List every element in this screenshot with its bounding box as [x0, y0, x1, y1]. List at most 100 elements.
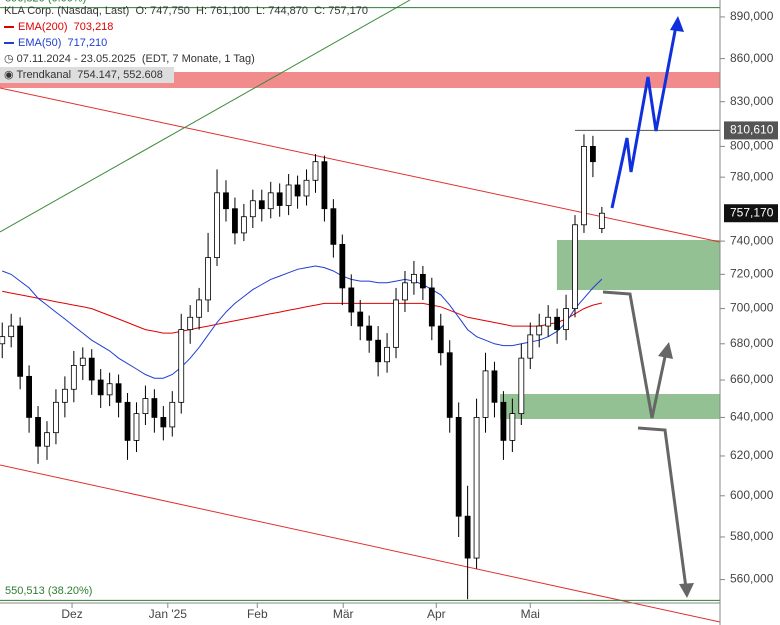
- y-tick-label: 640,000: [730, 410, 774, 424]
- candle-body: [437, 325, 444, 354]
- legend-value: 703,218: [73, 21, 114, 33]
- candle-body: [545, 316, 552, 327]
- candle-body: [70, 365, 77, 390]
- legend-value: 717,210: [67, 37, 108, 49]
- quote-name: C:: [314, 5, 326, 17]
- candle-body: [187, 316, 194, 330]
- x-tick-label: Jan '25: [149, 607, 188, 621]
- ema-line: [2, 265, 603, 379]
- candle-body: [133, 413, 140, 441]
- candle-body: [160, 417, 167, 428]
- y-tick-label: 600,000: [730, 488, 774, 502]
- quote-name: O:: [135, 5, 148, 17]
- candle-body: [509, 413, 516, 441]
- candle-body: [115, 383, 122, 403]
- y-tick-label: 660,000: [730, 372, 774, 386]
- level-label: 550,513 (38.20%): [5, 585, 92, 597]
- support-zone: [500, 394, 720, 419]
- title: KLA Corp. (Nasdaq, Last): [4, 5, 130, 17]
- quote-value: 761,100: [210, 5, 250, 17]
- quote: O: 747,750 H: 761,100 L: 744,870 C: 757,…: [135, 5, 374, 17]
- quote-name: L:: [256, 5, 266, 17]
- candle-body: [357, 311, 364, 327]
- candle-body: [536, 325, 543, 336]
- candle-body: [106, 383, 113, 396]
- period: (EDT, 7 Monate, 1 Tag): [141, 53, 255, 65]
- candle-body: [61, 388, 68, 403]
- plot: 896,820 (0.00%) 550,513 (38.20%): [0, 0, 720, 601]
- trend-line: [0, 0, 411, 233]
- candle-body: [491, 370, 498, 403]
- candle-body: [223, 192, 229, 210]
- price-tag-label: 810,610: [730, 123, 774, 137]
- candle-body: [393, 299, 399, 348]
- y-tick-label: 700,000: [730, 301, 774, 315]
- candle-body: [384, 346, 390, 363]
- x-tick-label: Dez: [61, 607, 82, 621]
- date-range: 07.11.2024 - 23.05.2025: [16, 53, 136, 65]
- candle-body: [330, 208, 337, 245]
- candle-body: [205, 257, 211, 301]
- candle-body: [554, 316, 561, 330]
- price-tag-label: 757,170: [730, 205, 774, 219]
- candle-body: [232, 208, 238, 234]
- candle-body: [500, 401, 507, 441]
- candle-body: [178, 329, 185, 403]
- candle-body: [518, 357, 525, 415]
- quote-value: 747,750: [150, 5, 190, 17]
- candle-body: [572, 224, 578, 309]
- candle-body: [598, 212, 605, 229]
- candle-body: [473, 417, 480, 559]
- y-tick-label: 830,000: [730, 94, 774, 108]
- trend-name: Trendkanal: [16, 69, 72, 81]
- y-tick-label: 800,000: [730, 139, 774, 153]
- legend-name: EMA(50): [18, 37, 62, 49]
- x-tick-label: Feb: [247, 607, 268, 621]
- legend-swatch: [4, 26, 14, 29]
- candle-body: [303, 179, 310, 197]
- legend-row: EMA(50) 717,210: [4, 35, 374, 51]
- candle-body: [151, 398, 158, 418]
- projection-arrow: [610, 25, 678, 209]
- quote-value: 757,170: [328, 5, 368, 17]
- y-tick-label: 580,000: [730, 529, 774, 543]
- price-tag: [724, 204, 778, 223]
- y-tick-label: 560,000: [730, 572, 774, 586]
- trend-label: 754.147, 552.608: [77, 69, 163, 81]
- trend-line: [0, 464, 721, 623]
- legend-swatch: [4, 42, 14, 45]
- candle-body: [402, 282, 408, 301]
- candle-body: [411, 273, 417, 284]
- candle-body: [339, 243, 346, 289]
- candle-body: [482, 370, 489, 418]
- candle-body: [321, 161, 328, 210]
- arrow-head: [670, 16, 684, 32]
- legend: KLA Corp. (Nasdaq, Last) O: 747,750 H: 7…: [0, 3, 374, 83]
- candle-body: [88, 357, 95, 381]
- candle-body: [240, 216, 247, 234]
- candle-body: [142, 398, 149, 415]
- candle-body: [258, 200, 265, 210]
- y-tick-label: 720,000: [730, 267, 774, 281]
- ema-line: [2, 290, 603, 334]
- support-zone: [557, 240, 720, 290]
- candle-body: [464, 515, 471, 559]
- price-tag: [724, 121, 778, 140]
- x-tick-label: Mär: [333, 607, 354, 621]
- candle-body: [249, 200, 256, 218]
- candle-body: [8, 325, 15, 338]
- arrow-head: [679, 583, 694, 598]
- candle-body: [590, 146, 596, 163]
- candle-body: [0, 336, 6, 345]
- candle-body: [312, 161, 319, 181]
- y-tick-label: 740,000: [730, 233, 774, 247]
- candle-body: [214, 192, 220, 259]
- candle-body: [44, 432, 50, 447]
- candle-body: [17, 325, 24, 377]
- candle-body: [169, 401, 176, 428]
- projection-arrow: [602, 290, 668, 419]
- y-tick-label: 780,000: [730, 169, 774, 183]
- candle-body: [428, 287, 435, 327]
- arrow-head: [658, 342, 673, 359]
